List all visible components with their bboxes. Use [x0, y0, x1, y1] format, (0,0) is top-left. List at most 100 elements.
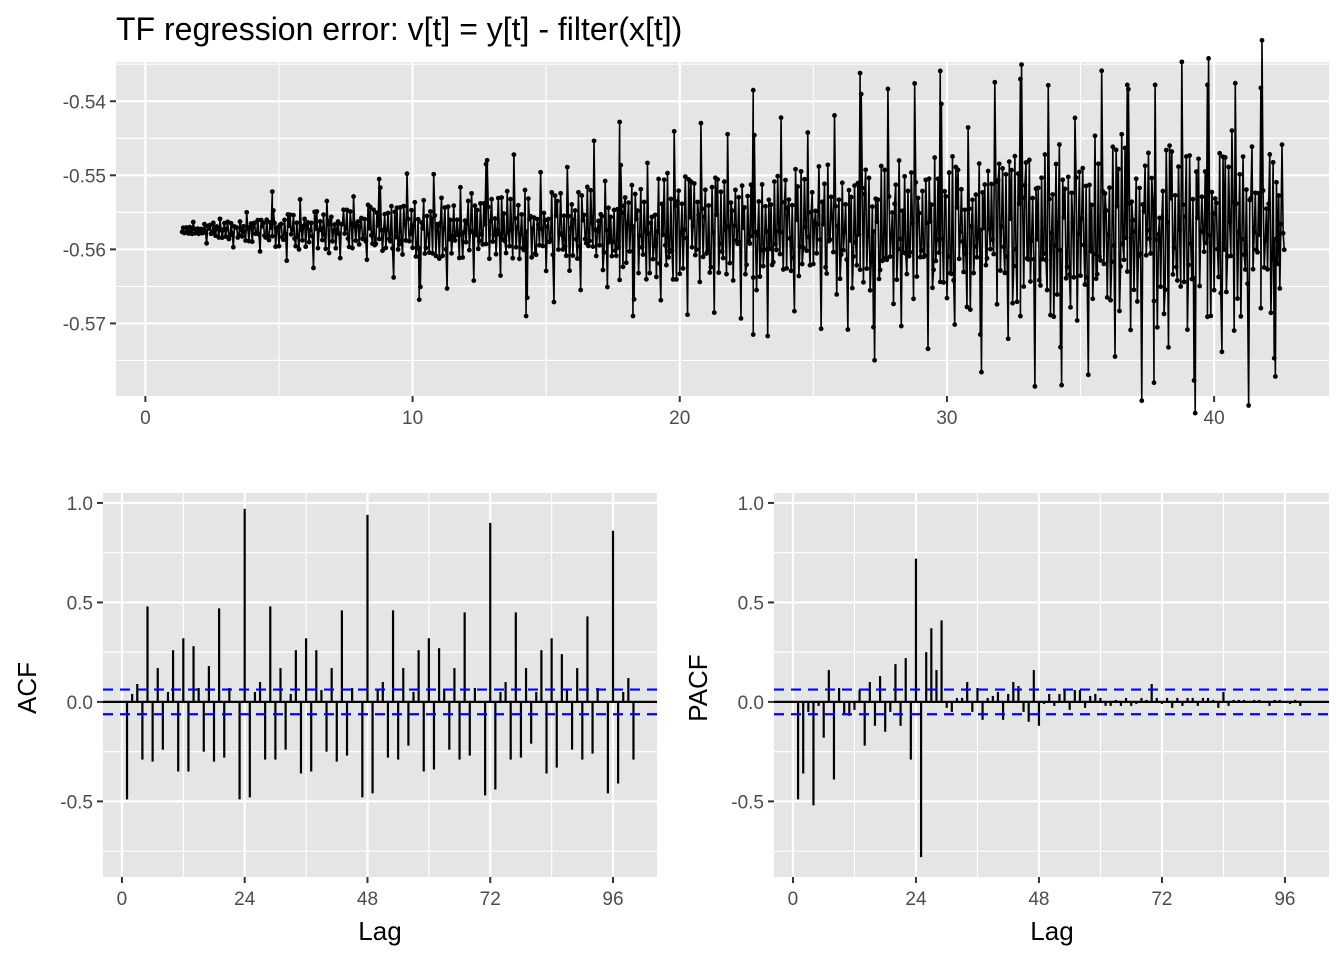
ts-data-point [750, 275, 756, 280]
ts-data-point [1009, 167, 1014, 173]
ts-data-point [922, 253, 928, 259]
ts-data-point [597, 242, 602, 248]
ts-data-point [1217, 150, 1223, 156]
ts-data-point [1181, 279, 1187, 285]
ts-data-point [682, 174, 688, 180]
ts-data-point [778, 115, 784, 121]
ts-data-point [679, 201, 685, 207]
ts-data-point [1058, 344, 1063, 350]
ts-data-point [507, 243, 512, 249]
ts-data-point [878, 163, 884, 169]
acf-x-tick-label: 96 [602, 889, 623, 910]
ts-data-point [284, 258, 290, 264]
chart-title: TF regression error: v[t] = y[t] - filte… [116, 11, 682, 47]
ts-data-point [1039, 175, 1044, 181]
ts-data-point [960, 238, 965, 244]
ts-data-point [914, 274, 920, 279]
ts-data-point [576, 189, 581, 195]
ts-data-point [930, 285, 935, 291]
ts-data-point [700, 254, 706, 260]
ts-data-point [867, 287, 873, 293]
ts-data-point [1113, 147, 1119, 153]
ts-data-point [1007, 216, 1013, 222]
ts-data-point [1133, 176, 1139, 182]
ts-data-point [963, 251, 969, 257]
time-series-panel: 0 10 20 30 40 -0.54 -0.55 -0.56 -0.57 [63, 37, 1329, 429]
ts-data-point [1235, 296, 1240, 301]
ts-data-point [800, 245, 806, 251]
ts-data-point [326, 250, 332, 256]
acf-plot-background [103, 493, 657, 877]
pacf-y-tick-label: -0.5 [731, 792, 764, 813]
ts-data-point [1085, 372, 1091, 378]
ts-data-point [866, 175, 872, 181]
ts-data-point [423, 245, 429, 251]
ts-data-point [439, 195, 444, 201]
ts-data-point [699, 206, 705, 212]
ts-data-point [363, 238, 369, 244]
ts-data-point [548, 236, 554, 242]
ts-data-point [970, 197, 975, 203]
ts-data-point [1003, 171, 1009, 177]
ts-data-point [1132, 229, 1138, 234]
ts-data-point [337, 255, 343, 261]
ts-data-point [1025, 257, 1031, 262]
ts-data-point [1081, 242, 1087, 248]
ts-data-point [806, 234, 812, 240]
ts-data-point [1123, 235, 1129, 241]
ts-data-point [1215, 246, 1220, 252]
ts-data-point [825, 162, 831, 168]
ts-data-point [309, 233, 315, 239]
ts-data-point [1104, 295, 1110, 300]
ts-data-point [698, 120, 704, 126]
ts-data-point [935, 176, 941, 182]
ts-data-point [433, 253, 439, 259]
ts-data-point [1058, 247, 1063, 253]
ts-data-point [1001, 244, 1007, 250]
ts-data-point [441, 226, 447, 232]
ts-data-point [647, 270, 653, 276]
ts-data-point [1142, 163, 1148, 169]
ts-data-point [1005, 336, 1011, 342]
ts-data-point [1029, 238, 1034, 244]
ts-data-point [1176, 164, 1181, 170]
ts-data-point [1018, 76, 1023, 82]
ts-data-point [554, 198, 560, 204]
ts-data-point [684, 235, 689, 241]
ts-data-point [1079, 216, 1085, 222]
ts-data-point [743, 271, 748, 277]
ts-data-point [250, 224, 256, 230]
ts-data-point [1103, 208, 1109, 213]
ts-data-point [677, 271, 683, 277]
ts-data-point [494, 227, 500, 233]
ts-data-point [415, 216, 421, 222]
ts-data-point [1012, 153, 1018, 159]
ts-data-point [690, 223, 696, 229]
ts-data-point [1241, 252, 1247, 258]
ts-data-point [488, 218, 493, 224]
ts-data-point [940, 236, 945, 242]
ts-data-point [266, 237, 272, 243]
ts-data-point [1206, 56, 1211, 61]
ts-data-point [1164, 219, 1170, 225]
ts-data-point [848, 194, 854, 200]
ts-data-point [941, 280, 946, 285]
ts-data-point [1148, 251, 1154, 256]
acf-panel: 0 24 48 72 96 1.0 0.5 0.0 -0.5 [60, 493, 657, 910]
ts-data-point [906, 253, 912, 259]
pacf-x-tick-label: 24 [905, 889, 927, 910]
ts-data-point [400, 252, 405, 257]
ts-data-point [724, 271, 729, 277]
ts-data-point [1084, 275, 1090, 280]
ts-data-point [645, 160, 650, 166]
ts-data-point [1268, 310, 1274, 316]
ts-data-point [692, 252, 698, 258]
ts-data-point [282, 217, 287, 223]
ts-data-point [401, 203, 407, 209]
ts-data-point [851, 254, 856, 259]
ts-data-point [588, 187, 594, 193]
ts-data-point [327, 218, 333, 224]
ts-data-point [276, 243, 282, 249]
ts-data-point [322, 232, 328, 237]
ts-data-point [651, 243, 657, 249]
